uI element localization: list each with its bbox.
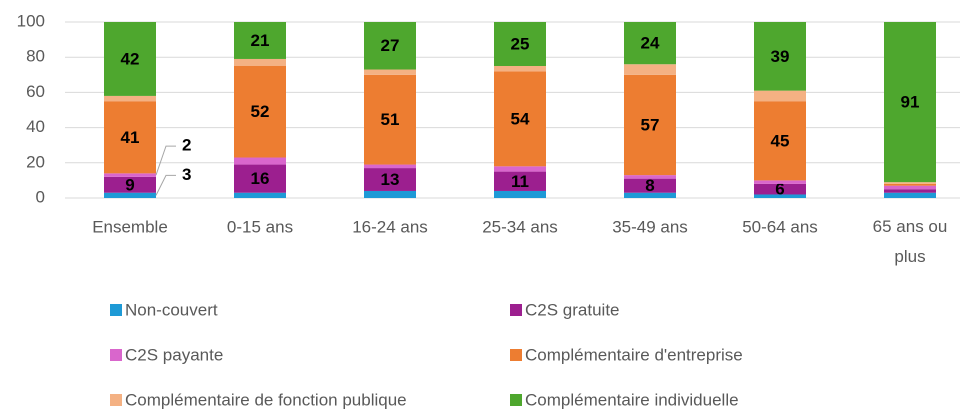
- y-tick-label: 60: [26, 82, 45, 101]
- leader-line: [155, 174, 176, 196]
- bar-segment: [884, 22, 936, 183]
- data-label: 9: [125, 175, 134, 194]
- bar-segment: [104, 176, 156, 193]
- legend-label: C2S gratuite: [525, 300, 620, 319]
- bar-segment: [234, 164, 286, 193]
- y-tick-label: 0: [36, 187, 45, 206]
- data-label: 8: [645, 176, 654, 195]
- y-tick-label: 80: [26, 47, 45, 66]
- data-label: 11: [511, 172, 529, 191]
- bar-segment: [624, 22, 676, 65]
- data-label: 41: [121, 128, 140, 147]
- bar-segment: [364, 74, 416, 165]
- y-tick-label: 40: [26, 117, 45, 136]
- legend-swatch: [110, 394, 122, 406]
- bar-segment: [884, 183, 936, 186]
- data-label: 13: [381, 170, 400, 189]
- bar-segment: [234, 58, 286, 66]
- x-tick-label: 16-24 ans: [352, 217, 428, 236]
- legend-swatch: [110, 304, 122, 316]
- bar-segment: [104, 192, 156, 198]
- bar-segment: [494, 71, 546, 167]
- bar-segment: [884, 189, 936, 193]
- bar-segment: [884, 185, 936, 190]
- data-label: 25: [511, 34, 530, 53]
- data-label: 57: [641, 115, 660, 134]
- x-tick-label: 35-49 ans: [612, 217, 688, 236]
- bar-segment: [494, 166, 546, 172]
- data-label: 51: [381, 110, 400, 129]
- bar-segment: [754, 22, 806, 91]
- leader-line: [155, 145, 176, 176]
- bar-segment: [494, 190, 546, 198]
- bar-segment: [234, 22, 286, 59]
- data-label: 54: [511, 109, 530, 128]
- legend-label: Complémentaire d'entreprise: [525, 345, 743, 364]
- bar-segment: [234, 192, 286, 198]
- x-tick-label: 25-34 ans: [482, 217, 558, 236]
- bar-segment: [624, 64, 676, 75]
- bar-segment: [234, 157, 286, 165]
- legend-label: C2S payante: [125, 345, 223, 364]
- data-label: 45: [771, 131, 790, 150]
- bar-segment: [754, 194, 806, 198]
- x-tick-label: 65 ans ou plus: [873, 217, 948, 266]
- legend-swatch: [510, 349, 522, 361]
- data-label: 6: [775, 180, 784, 199]
- data-label: 2: [182, 136, 191, 155]
- bar-segment: [104, 101, 156, 174]
- bar-segment: [624, 192, 676, 198]
- bar-segment: [624, 178, 676, 193]
- bar-segment: [364, 22, 416, 70]
- bar-segment: [884, 192, 936, 198]
- bar-segment: [234, 66, 286, 158]
- bar-segment: [104, 95, 156, 102]
- legend-label: Complémentaire individuelle: [525, 390, 739, 409]
- bar-segment: [364, 168, 416, 191]
- data-label: 91: [901, 93, 920, 112]
- y-tick-label: 100: [17, 11, 45, 30]
- bar-segment: [364, 190, 416, 198]
- data-label: 21: [251, 31, 270, 50]
- data-label: 24: [641, 34, 660, 53]
- x-tick-label: Ensemble: [92, 217, 168, 236]
- data-label: 52: [251, 102, 270, 121]
- bar-segment: [494, 22, 546, 66]
- data-label: 42: [121, 49, 140, 68]
- bar-segment: [754, 183, 806, 195]
- data-label: 39: [771, 47, 790, 66]
- bar-segment: [884, 182, 936, 184]
- bar-segment: [494, 66, 546, 72]
- bar-segment: [754, 101, 806, 181]
- x-tick-label: 50-64 ans: [742, 217, 818, 236]
- data-label: 3: [182, 165, 191, 184]
- legend-swatch: [510, 394, 522, 406]
- bar-segment: [104, 22, 156, 96]
- bar-segment: [364, 69, 416, 75]
- bar-segment: [494, 171, 546, 191]
- legend-swatch: [510, 304, 522, 316]
- bar-segment: [754, 180, 806, 184]
- bar-segment: [624, 175, 676, 179]
- bar-segment: [364, 164, 416, 169]
- data-label: 16: [251, 169, 270, 188]
- legend-label: Complémentaire de fonction publique: [125, 390, 407, 409]
- legend-label: Non-couvert: [125, 300, 218, 319]
- bar-segment: [104, 173, 156, 177]
- y-tick-label: 20: [26, 152, 45, 171]
- data-label: 27: [381, 36, 400, 55]
- x-tick-label: 0-15 ans: [227, 217, 293, 236]
- bar-segment: [624, 74, 676, 176]
- bar-segment: [754, 90, 806, 102]
- legend-swatch: [110, 349, 122, 361]
